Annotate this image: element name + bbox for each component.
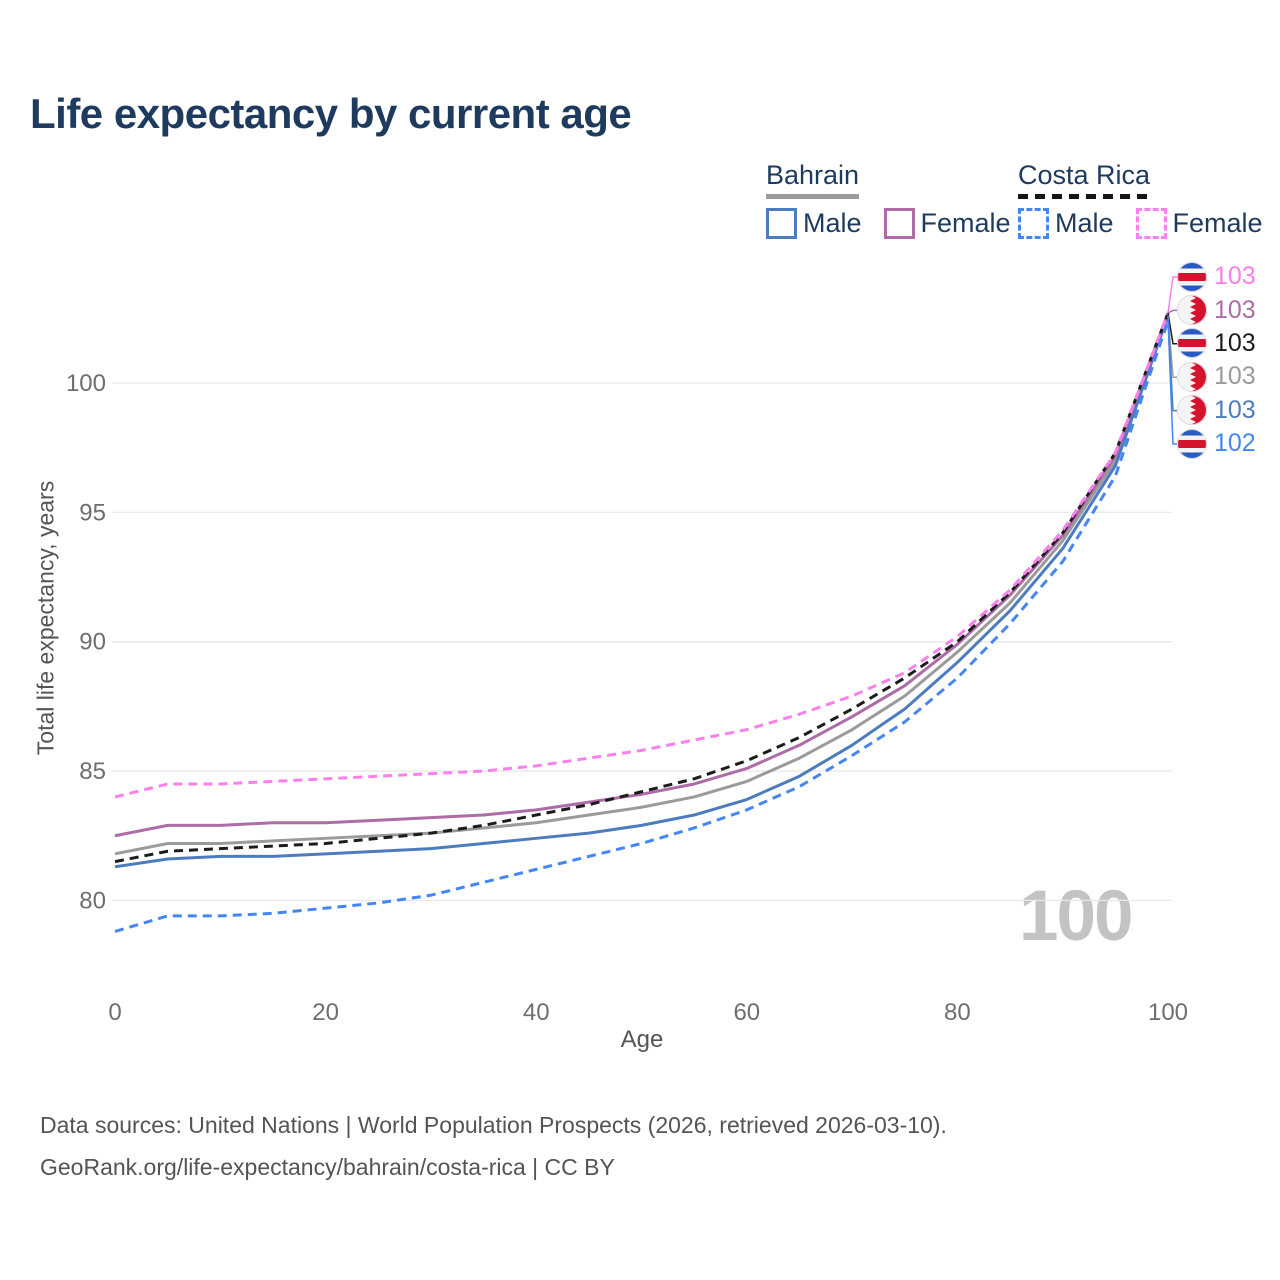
end-label-cr-male: 102	[1177, 427, 1256, 460]
series-line-cr-female	[114, 312, 1170, 799]
x-tick-label: 0	[108, 999, 121, 1026]
y-tick-label: 85	[79, 758, 106, 785]
end-label-value: 103	[1214, 362, 1256, 391]
end-label-value: 103	[1214, 328, 1256, 357]
age-watermark: 100	[1019, 877, 1133, 956]
legend-item-costa-rica-female[interactable]: Female	[1135, 208, 1263, 239]
legend-underline-solid	[766, 194, 860, 199]
end-label-value: 103	[1214, 395, 1256, 424]
footer-source-url: GeoRank.org/life-expectancy/bahrain/cost…	[40, 1154, 615, 1180]
end-label-cr-all: 103	[1177, 327, 1256, 360]
bahrain-flag-icon	[1177, 295, 1207, 326]
series-end-labels: 103 103 103 103 103 102	[1177, 260, 1256, 460]
costa-rica-flag-icon	[1177, 328, 1207, 359]
footer-data-sources: Data sources: United Nations | World Pop…	[40, 1112, 947, 1138]
bahrain-female-swatch-icon	[883, 208, 915, 239]
y-tick-label: 100	[66, 370, 106, 397]
x-tick-label: 20	[312, 999, 339, 1026]
end-label-bh-male: 103	[1177, 394, 1256, 427]
legend-item-label: Male	[803, 208, 862, 238]
series-line-bh-male	[114, 315, 1170, 869]
costa-rica-male-swatch-icon	[1018, 208, 1049, 239]
legend-group-bahrain: Bahrain Male Female	[766, 160, 1033, 239]
costa-rica-flag-icon	[1177, 261, 1207, 292]
legend-title-costa-rica: Costa Rica	[1018, 160, 1151, 199]
x-tick-label: 100	[1148, 999, 1188, 1026]
end-label-value: 103	[1214, 295, 1256, 324]
legend-group-costa-rica: Costa Rica Male Female	[1018, 160, 1280, 239]
x-tick-label: 80	[944, 999, 971, 1026]
legend-item-label: Female	[920, 208, 1011, 238]
y-tick-label: 90	[79, 629, 106, 656]
legend-title-bahrain: Bahrain	[766, 160, 860, 199]
legend-title-costa-rica-label: Costa Rica	[1018, 160, 1151, 190]
series-line-bh-all	[114, 315, 1170, 856]
bahrain-flag-icon	[1177, 361, 1207, 392]
legend-underline-dashed	[1018, 194, 1151, 199]
series-line-cr-male	[114, 320, 1170, 933]
series-line-bh-female	[114, 312, 1170, 838]
x-tick-label: 40	[523, 999, 550, 1026]
end-label-value: 103	[1214, 262, 1256, 291]
x-tick-label: 60	[733, 999, 760, 1026]
end-label-bh-female: 103	[1177, 293, 1256, 326]
footer: Data sources: United Nations | World Pop…	[40, 1104, 947, 1188]
costa-rica-flag-icon	[1177, 428, 1207, 459]
end-label-cr-female: 103	[1177, 260, 1256, 293]
end-label-value: 102	[1214, 429, 1256, 458]
legend-item-costa-rica-male[interactable]: Male	[1018, 208, 1114, 239]
costa-rica-female-swatch-icon	[1135, 208, 1167, 239]
legend-item-bahrain-female[interactable]: Female	[883, 208, 1011, 239]
end-label-bh-all: 103	[1177, 360, 1256, 393]
page-title: Life expectancy by current age	[30, 90, 632, 137]
bahrain-flag-icon	[1177, 395, 1207, 426]
y-tick-label: 95	[79, 499, 106, 526]
y-axis-title: Total life expectancy, years	[32, 480, 59, 756]
y-tick-label: 80	[79, 887, 106, 914]
legend-item-bahrain-male[interactable]: Male	[766, 208, 862, 239]
series-line-cr-all	[114, 312, 1170, 864]
bahrain-male-swatch-icon	[766, 208, 797, 239]
legend-title-bahrain-label: Bahrain	[766, 160, 860, 190]
legend-item-label: Female	[1172, 208, 1263, 238]
legend-item-label: Male	[1055, 208, 1114, 238]
x-axis-title: Age	[620, 1026, 664, 1053]
